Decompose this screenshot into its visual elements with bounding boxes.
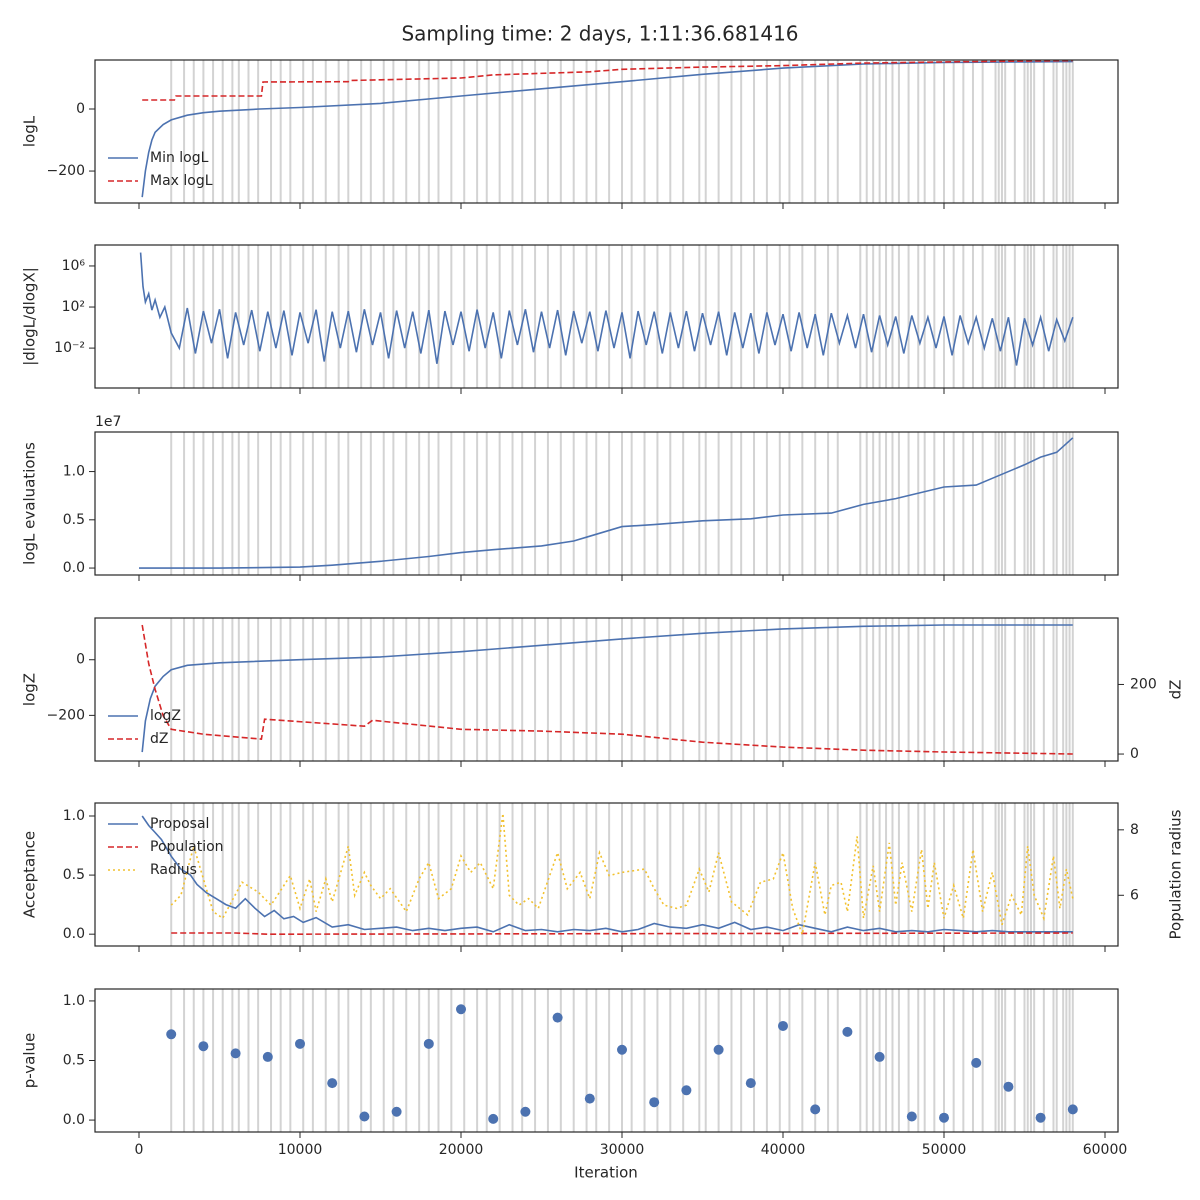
point xyxy=(745,1078,756,1089)
y2-tick-label: 0 xyxy=(1130,746,1139,762)
point xyxy=(552,1012,563,1023)
point xyxy=(810,1104,821,1115)
x-tick-label: 50000 xyxy=(922,1142,967,1158)
point xyxy=(391,1106,402,1117)
point xyxy=(230,1048,241,1059)
y-tick-label: 10⁻² xyxy=(54,340,85,356)
point xyxy=(778,1020,789,1031)
y-tick-label: 0 xyxy=(76,652,85,668)
point xyxy=(1067,1104,1078,1115)
point xyxy=(584,1093,595,1104)
legend-label: Min logL xyxy=(150,150,209,166)
panel: 0.0 0.5 1.0 logL evaluations 1e7 xyxy=(21,414,1119,581)
point xyxy=(1035,1112,1046,1123)
point xyxy=(681,1085,692,1096)
y-tick-label: 0.5 xyxy=(63,867,85,883)
point xyxy=(262,1051,273,1062)
y-axis-label: logL evaluations xyxy=(21,442,39,565)
y-tick-label: 0.0 xyxy=(63,1112,85,1128)
series-line xyxy=(171,932,1073,936)
point xyxy=(971,1057,982,1068)
point xyxy=(649,1097,660,1108)
point xyxy=(166,1029,177,1040)
y2-tick-label: 200 xyxy=(1130,676,1157,692)
legend-label: Population xyxy=(150,839,224,855)
series-line xyxy=(142,59,1073,101)
x-axis-label: Iteration xyxy=(574,1164,638,1182)
point xyxy=(617,1044,628,1055)
x-tick-label: 20000 xyxy=(439,1142,484,1158)
plot-frame xyxy=(94,244,1119,389)
y-axis-label: |dlogL/dlogX| xyxy=(21,267,39,366)
y-tick-label: −200 xyxy=(47,163,85,179)
legend-label: dZ xyxy=(150,731,168,747)
panel: −200 0 logL Min logL Max logL xyxy=(21,59,1119,209)
plot-frame xyxy=(94,802,1119,947)
point xyxy=(874,1051,885,1062)
point xyxy=(488,1113,499,1124)
x-tick-label: 10000 xyxy=(278,1142,323,1158)
plot-frame xyxy=(94,59,1119,204)
point xyxy=(713,1044,724,1055)
series-line xyxy=(170,813,1074,938)
point xyxy=(939,1112,950,1123)
legend-label: Max logL xyxy=(150,173,213,189)
x-tick-label: 60000 xyxy=(1083,1142,1128,1158)
series-line xyxy=(141,815,1073,933)
x-tick-label: 40000 xyxy=(761,1142,806,1158)
y-tick-label: 0.0 xyxy=(63,926,85,942)
point xyxy=(1003,1081,1014,1092)
y-tick-label: 0 xyxy=(76,101,85,117)
y2-axis-label: dZ xyxy=(1167,680,1185,700)
y-tick-label: 10⁶ xyxy=(62,258,86,274)
point xyxy=(295,1038,306,1049)
point xyxy=(359,1111,370,1122)
figure-title: Sampling time: 2 days, 1:11:36.681416 xyxy=(401,22,798,46)
y-tick-label: 0.0 xyxy=(63,560,85,576)
point xyxy=(456,1004,467,1015)
series-line xyxy=(139,252,1074,366)
series-line xyxy=(141,624,1073,753)
plot-frame xyxy=(94,431,1119,576)
offset-label: 1e7 xyxy=(95,414,121,430)
panel: 0.0 0.5 1.0 Acceptance 6 8 Population radius Pr… xyxy=(21,802,1185,952)
y-tick-label: −200 xyxy=(47,707,85,723)
point xyxy=(520,1106,531,1117)
y2-tick-label: 8 xyxy=(1130,822,1139,838)
x-tick-label: 0 xyxy=(135,1142,144,1158)
y-tick-label: 1.0 xyxy=(63,993,85,1009)
point xyxy=(423,1038,434,1049)
y-axis-label: Acceptance xyxy=(21,831,39,918)
panel: 10⁻² 10² 10⁶ |dlogL/dlogX| xyxy=(21,244,1119,394)
y-axis-label: logZ xyxy=(21,673,39,706)
y-tick-label: 1.0 xyxy=(63,464,85,480)
y-axis-label: logL xyxy=(21,115,39,147)
y-tick-label: 10² xyxy=(62,299,85,315)
y2-tick-label: 6 xyxy=(1130,887,1139,903)
panel: 0 10000 20000 30000 40000 50000 60000 0.0 0.5 1.0… xyxy=(21,988,1128,1158)
y-tick-label: 1.0 xyxy=(63,808,85,824)
y-axis-label: p-value xyxy=(21,1033,39,1089)
legend-label: Radius xyxy=(150,862,197,878)
y2-axis-label: Population radius xyxy=(1167,809,1185,939)
x-tick-label: 30000 xyxy=(600,1142,645,1158)
y-tick-label: 0.5 xyxy=(63,1053,85,1069)
point xyxy=(327,1078,338,1089)
point xyxy=(906,1111,917,1122)
series-line xyxy=(141,624,1073,755)
plot-frame xyxy=(94,617,1119,762)
legend-label: Proposal xyxy=(150,816,209,832)
panel: −200 0 logZ 0 200 dZ logZ dZ xyxy=(21,617,1185,767)
legend-label: logZ xyxy=(150,708,181,724)
series-line xyxy=(141,60,1073,198)
point xyxy=(842,1026,853,1037)
point xyxy=(198,1041,209,1052)
series-line xyxy=(139,437,1074,569)
y-tick-label: 0.5 xyxy=(63,512,85,528)
